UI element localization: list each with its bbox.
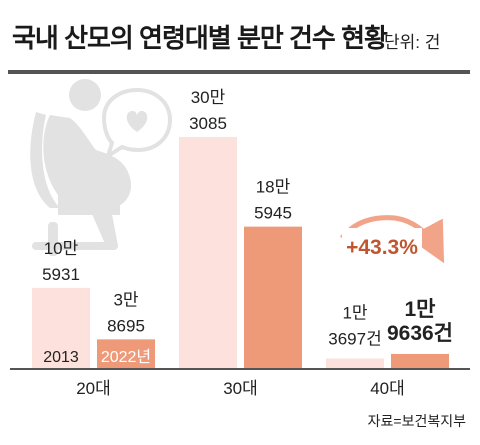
data-label: 3697건 <box>328 330 381 349</box>
data-label: 3만 <box>113 290 138 309</box>
bars-layer <box>32 136 449 369</box>
bar-40대-2022년 <box>391 353 449 369</box>
data-label: 5945 <box>254 204 292 223</box>
data-label: 5931 <box>42 265 80 284</box>
x-tick-labels: 20대 30대 40대 <box>76 379 405 398</box>
pregnant-woman-icon <box>30 79 173 256</box>
data-label: 10만 <box>44 239 79 258</box>
bar-40대-2013 <box>326 358 384 369</box>
bar-30대-2022년 <box>244 226 302 369</box>
growth-arrow <box>340 215 445 264</box>
series-label-2022: 2022년 <box>101 348 151 366</box>
chart-title: 국내 산모의 연령대별 분만 건수 현황 <box>12 23 388 53</box>
value-labels-layer: 10만593130만30851만3697건3만869518만59451만9636… <box>42 88 453 366</box>
data-label: 8695 <box>107 316 145 335</box>
data-label: 1만 <box>405 298 436 321</box>
bar-20대-2013 <box>32 287 90 369</box>
data-label: 9636건 <box>387 322 453 345</box>
title-bar: 국내 산모의 연령대별 분만 건수 현황 단위: 건 <box>8 14 470 74</box>
data-label: 1만 <box>342 304 367 323</box>
growth-annotation: +43.3% <box>340 215 445 264</box>
data-label: 3085 <box>189 114 227 133</box>
x-tick-label: 20대 <box>76 379 111 398</box>
growth-percentage: +43.3% <box>346 236 418 259</box>
series-label-2013: 2013 <box>43 349 79 366</box>
x-tick-label: 40대 <box>370 379 405 398</box>
data-label: 18만 <box>256 178 291 197</box>
bar-20대-2022년 <box>97 339 155 369</box>
data-label: 30만 <box>191 88 226 107</box>
x-tick-label: 30대 <box>223 379 258 398</box>
unit-label: 단위: 건 <box>384 33 441 52</box>
source-note: 자료=보건복지부 <box>367 413 466 429</box>
bar-30대-2013 <box>179 136 237 369</box>
